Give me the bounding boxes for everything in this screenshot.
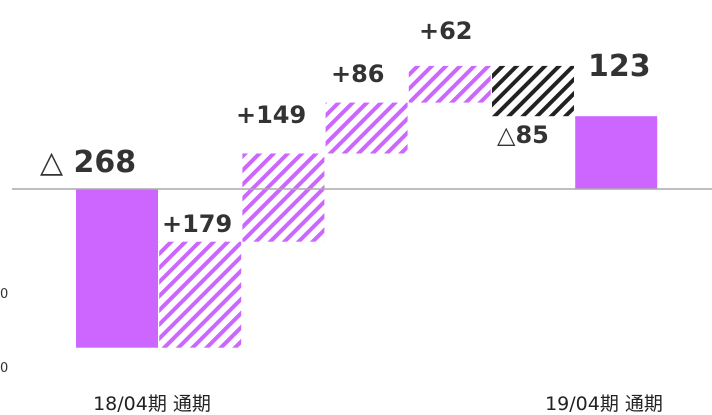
bar-value-label-3: +86 (331, 60, 385, 88)
bar-value-label-1: +179 (162, 210, 232, 238)
bar-value-label-5: △85 (497, 121, 549, 149)
axis-tick-label-0: 0 (0, 287, 8, 302)
category-label-0: 18/04期 通期 (93, 393, 211, 415)
bar-value-label-4: +62 (419, 17, 473, 45)
bar-value-label-2: +149 (236, 101, 306, 129)
bar-6 (575, 116, 658, 189)
bar-1 (159, 241, 242, 348)
bar-2 (242, 153, 325, 242)
bar-0 (76, 189, 158, 348)
bar-3 (325, 102, 408, 154)
category-label-6: 19/04期 通期 (545, 393, 663, 415)
bar-4 (408, 65, 491, 103)
bar-value-label-0: △ 268 (40, 145, 136, 180)
axis-tick-label-1: 0 (0, 361, 8, 376)
bar-value-label-6: 123 (588, 49, 651, 84)
bar-5 (492, 65, 574, 117)
